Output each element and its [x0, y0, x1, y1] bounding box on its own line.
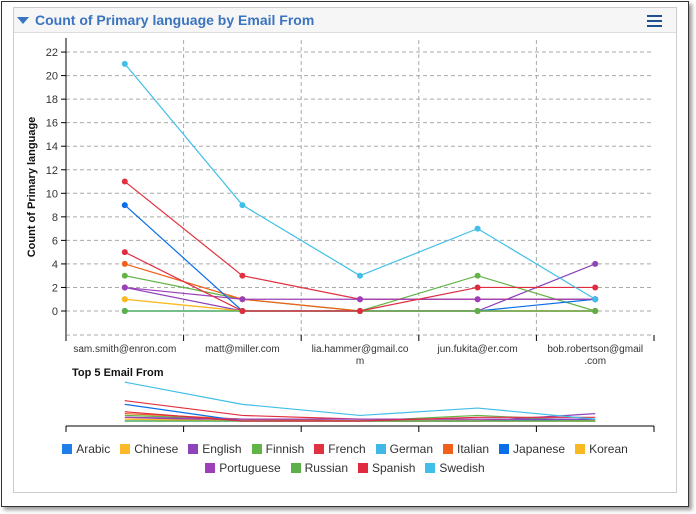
y-tick-label: 2 [52, 282, 58, 294]
data-point-finnish [121, 272, 128, 279]
data-point-russian [592, 308, 599, 314]
data-point-swedish [239, 202, 246, 209]
legend-label: Korean [589, 442, 628, 456]
legend-label: Spanish [372, 461, 416, 475]
x-tick-label: sam.smith@enron.com [73, 344, 176, 355]
legend-item-russian[interactable]: Russian [290, 459, 348, 477]
x-tick-label: bob.robertson@gmail [547, 344, 643, 355]
chart-panel: Count of Primary language by Email From [13, 7, 677, 493]
legend-swatch [499, 444, 510, 454]
y-tick-label: 10 [46, 188, 58, 200]
legend-label: Chinese [134, 442, 179, 456]
x-tick-label: jun.fukita@er.com [437, 344, 518, 355]
y-tick-label: 0 [52, 306, 58, 318]
navigator-title: Top 5 Email From [72, 367, 164, 379]
panel-header: Count of Primary language by Email From [14, 8, 676, 33]
data-point-japanese [121, 202, 128, 209]
y-tick-label: 6 [52, 235, 58, 247]
data-point-spanish [121, 249, 128, 256]
data-point-spanish [474, 284, 481, 291]
data-point-swedish [121, 60, 128, 67]
legend-item-arabic[interactable]: Arabic [62, 440, 110, 458]
data-point-spanish [592, 284, 599, 291]
legend-swatch [188, 444, 199, 454]
y-tick-label: 18 [46, 94, 58, 106]
collapse-caret-icon[interactable] [17, 16, 29, 24]
data-point-french [239, 272, 246, 279]
legend-label: Italian [457, 442, 490, 456]
x-tick-label: m [356, 356, 364, 367]
legend-label: Portuguese [219, 461, 281, 475]
navigator-line-swedish [124, 381, 596, 420]
legend-label: Russian [304, 461, 348, 475]
legend-label: German [389, 442, 434, 456]
legend-swatch [443, 444, 454, 454]
legend-item-finnish[interactable]: Finnish [251, 440, 305, 458]
legend-swatch [575, 444, 586, 454]
data-point-spanish [357, 308, 363, 314]
legend-item-italian[interactable]: Italian [443, 440, 489, 458]
data-point-portuguese [357, 296, 363, 303]
legend-label: Finnish [265, 442, 305, 456]
data-point-swedish [592, 296, 599, 303]
navigator-line-portuguese [124, 416, 596, 420]
y-tick-label: 22 [46, 47, 58, 59]
legend-item-portuguese[interactable]: Portuguese [205, 459, 281, 477]
data-point-portuguese [474, 296, 481, 303]
legend-swatch [314, 444, 325, 454]
data-point-korean [121, 296, 128, 303]
legend-label: Swedish [439, 461, 485, 475]
legend-swatch [205, 463, 216, 473]
y-tick-label: 8 [52, 212, 58, 224]
legend-item-french[interactable]: French [314, 440, 366, 458]
legend-swatch [358, 463, 368, 473]
legend-item-chinese[interactable]: Chinese [120, 440, 178, 458]
data-point-portuguese [239, 296, 246, 303]
y-tick-label: 4 [52, 259, 58, 271]
data-point-russian [474, 308, 481, 314]
legend-label: Japanese [513, 442, 566, 456]
legend-swatch [290, 463, 301, 473]
y-axis-label: Count of Primary language [26, 117, 38, 258]
data-point-spanish [239, 308, 246, 314]
legend-swatch [425, 463, 436, 473]
data-point-english [592, 260, 599, 267]
hamburger-icon[interactable] [647, 15, 662, 30]
data-point-swedish [474, 225, 481, 232]
legend-swatch [251, 444, 262, 454]
legend-item-korean[interactable]: Korean [575, 440, 628, 458]
y-tick-label: 12 [46, 165, 58, 177]
legend-swatch [120, 444, 131, 454]
legend-label: English [202, 442, 242, 456]
legend-item-german[interactable]: German [375, 440, 434, 458]
navigator-line-spanish [124, 411, 596, 422]
x-tick-label: lia.hammer@gmail.co [312, 344, 409, 355]
legend-swatch [62, 444, 73, 454]
data-point-swedish [357, 272, 363, 279]
y-tick-label: 14 [46, 141, 58, 153]
x-tick-label: .com [584, 356, 606, 367]
legend-item-english[interactable]: English [188, 440, 242, 458]
data-point-portuguese [121, 284, 128, 291]
chart-title: Count of Primary language by Email From [35, 12, 315, 28]
y-tick-label: 16 [46, 118, 58, 130]
data-point-italian [121, 260, 128, 267]
x-tick-label: matt@miller.com [205, 344, 280, 355]
data-point-russian [121, 308, 128, 314]
legend: Arabic Chinese English Finnish French German I… [30, 440, 660, 478]
legend-label: Arabic [76, 442, 111, 456]
legend-label: French [328, 442, 366, 456]
data-point-finnish [474, 272, 481, 279]
legend-item-spanish[interactable]: Spanish [358, 459, 415, 477]
y-tick-label: 20 [46, 71, 58, 83]
data-point-french [121, 178, 128, 185]
legend-swatch [375, 444, 386, 454]
legend-item-japanese[interactable]: Japanese [499, 440, 565, 458]
legend-item-swedish[interactable]: Swedish [425, 459, 485, 477]
